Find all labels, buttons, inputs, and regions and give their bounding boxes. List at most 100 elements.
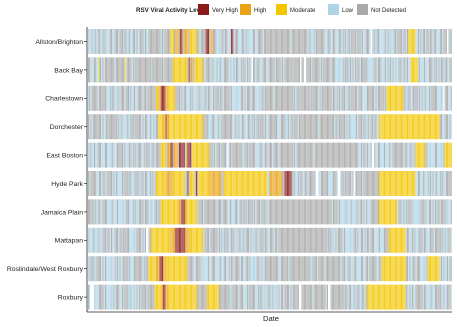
heatmap-cell (215, 199, 217, 225)
heatmap-cell (212, 171, 214, 196)
heatmap-cell (130, 256, 132, 282)
heatmap-cell (215, 142, 217, 168)
heatmap-cell (271, 171, 273, 196)
heatmap-cell (277, 57, 279, 83)
heatmap-cell (399, 85, 401, 111)
heatmap-cell (90, 85, 92, 111)
heatmap-cell (401, 284, 402, 310)
heatmap-cell (262, 171, 264, 196)
heatmap-cell (136, 227, 138, 253)
heatmap-cell (354, 199, 356, 225)
heatmap-cell (260, 29, 262, 54)
heatmap-cell (370, 142, 372, 168)
heatmap-cell (289, 57, 291, 83)
heatmap-cell (382, 284, 384, 310)
heatmap-cell (129, 114, 131, 140)
heatmap-cell (386, 85, 388, 111)
heatmap-cell (242, 29, 243, 54)
heatmap-cell (356, 142, 358, 168)
heatmap-cell (437, 199, 439, 225)
heatmap-cell (262, 199, 264, 225)
heatmap-cell (229, 142, 231, 168)
heatmap-cell (333, 284, 334, 310)
heatmap-cell (168, 85, 169, 111)
heatmap-cell (351, 171, 353, 196)
heatmap-cell (129, 227, 131, 253)
heatmap-cell (128, 57, 129, 83)
heatmap-cell (194, 57, 196, 83)
heatmap-cell (339, 142, 341, 168)
heatmap-cell (115, 114, 117, 140)
heatmap-cell (413, 199, 415, 225)
heatmap-cell (374, 284, 376, 310)
heatmap-cell (148, 57, 150, 83)
heatmap-cell (126, 85, 128, 111)
heatmap-cell (233, 29, 235, 54)
heatmap-cell (174, 227, 176, 253)
heatmap-cell (280, 284, 282, 310)
heatmap-cell (362, 29, 364, 54)
heatmap-cell (175, 57, 177, 83)
heatmap-cell (313, 256, 315, 282)
heatmap-cell (311, 227, 313, 253)
heatmap-cell (95, 142, 97, 168)
heatmap-cell (340, 114, 342, 140)
heatmap-cell (333, 256, 334, 282)
heatmap-cell (229, 85, 231, 111)
heatmap-cell (181, 114, 183, 140)
heatmap-cell (185, 57, 186, 83)
heatmap-cell (160, 284, 162, 310)
heatmap-cell (424, 29, 425, 54)
heatmap-cell (163, 114, 165, 140)
heatmap-cell (174, 256, 176, 282)
heatmap-cell (101, 29, 103, 54)
heatmap-cell (358, 284, 360, 310)
heatmap-cell (354, 114, 356, 140)
heatmap-cell (327, 256, 328, 282)
heatmap-cell (437, 114, 439, 140)
heatmap-cell (430, 199, 432, 225)
heatmap-cell (376, 57, 378, 83)
heatmap-cell (386, 199, 388, 225)
heatmap-cell (149, 256, 151, 282)
heatmap-cell (277, 85, 279, 111)
heatmap-cell (413, 171, 415, 196)
heatmap-cell (163, 142, 165, 168)
heatmap-cell (220, 29, 222, 54)
heatmap-cell (438, 256, 440, 282)
heatmap-cell (393, 57, 395, 83)
heatmap-cell (157, 227, 159, 253)
heatmap-cell (296, 114, 298, 140)
heatmap-cell (257, 29, 259, 54)
heatmap-cell (364, 85, 366, 111)
heatmap-cell (310, 29, 311, 54)
heatmap-cell (90, 114, 92, 140)
heatmap-cell (249, 114, 251, 140)
heatmap-cell (348, 29, 350, 54)
heatmap-cell (170, 114, 172, 140)
heatmap-cell (430, 227, 432, 253)
heatmap-cell (183, 114, 185, 140)
heatmap-cell (442, 85, 444, 111)
heatmap-cell (407, 85, 408, 111)
heatmap-cell (97, 85, 99, 111)
heatmap-cell (112, 85, 114, 111)
heatmap-cell (358, 29, 360, 54)
heatmap-cell (362, 199, 364, 225)
heatmap-cell (386, 57, 388, 83)
heatmap-cell (401, 85, 402, 111)
heatmap-cell (319, 29, 321, 54)
heatmap-cell (447, 227, 449, 253)
heatmap-cell (314, 142, 316, 168)
heatmap-cell (437, 57, 439, 83)
heatmap-cell (284, 171, 286, 196)
heatmap-cell (256, 256, 258, 282)
heatmap-cell (226, 171, 228, 196)
heatmap-cell (154, 142, 156, 168)
heatmap-cell (322, 256, 324, 282)
heatmap-cell (154, 256, 156, 282)
heatmap-cell (427, 284, 429, 310)
heatmap-cell (348, 85, 350, 111)
heatmap-cell (450, 199, 452, 225)
heatmap-cell (152, 114, 154, 140)
